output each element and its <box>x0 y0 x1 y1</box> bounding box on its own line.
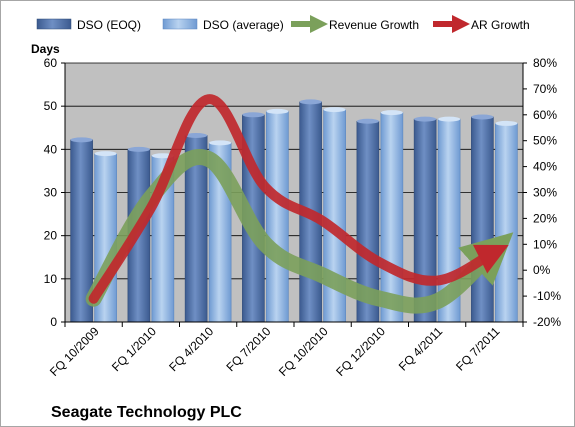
y-tick-label: 10 <box>44 272 58 286</box>
legend-swatch-dso-average <box>162 18 198 30</box>
x-tick-label: FQ 10/2010 <box>276 324 331 379</box>
y2-tick-label: 70% <box>533 82 557 96</box>
x-tick-label: FQ 12/2010 <box>333 324 388 379</box>
legend-item-revenue-growth[interactable]: Revenue Growth <box>291 15 419 33</box>
bar-dso-eoq <box>413 118 437 323</box>
y-tick-label: 60 <box>44 56 58 70</box>
legend-label-ar-growth: AR Growth <box>471 18 530 32</box>
bar-top-dso-eoq <box>185 133 208 139</box>
y2-tick-label: 60% <box>533 108 557 122</box>
bar-dso-eoq <box>471 116 494 323</box>
legend-label-dso-average: DSO (average) <box>203 18 284 32</box>
y2-tick-label: 0% <box>533 263 551 277</box>
bar-dso-average <box>380 112 404 323</box>
bar-top-dso-eoq <box>414 116 437 122</box>
bar-top-dso-eoq <box>127 146 150 152</box>
legend-item-ar-growth[interactable]: AR Growth <box>433 15 530 33</box>
x-tick-label: FQ 1/2010 <box>109 324 159 374</box>
bar-top-dso-average <box>94 151 117 157</box>
bar-top-dso-eoq <box>242 112 265 118</box>
y-axis-title: Days <box>31 42 60 56</box>
x-tick-label: FQ 4/2011 <box>396 324 446 374</box>
legend: DSO (EOQ) DSO (average) Revenue Growth A… <box>36 15 530 33</box>
y-tick-label: 40 <box>44 142 58 156</box>
legend-label-revenue-growth: Revenue Growth <box>329 18 419 32</box>
y-axis-left-ticks: 0 10 20 30 40 50 60 <box>44 56 65 329</box>
bar-top-dso-average <box>323 107 346 113</box>
y-tick-label: 30 <box>44 186 58 200</box>
line-ar-growth <box>88 94 509 304</box>
bar-top-dso-average <box>438 116 461 122</box>
x-axis-ticks: FQ 10/2009 FQ 1/2010 FQ 4/2010 FQ 7/2010 FQ … <box>47 322 524 379</box>
x-tick-label: FQ 7/2011 <box>453 324 503 374</box>
y-axis-right-ticks: -20% -10% 0% 10% 20% 30% 40% 50% 60% 70% 80% <box>523 56 561 329</box>
y2-tick-label: 80% <box>533 56 557 70</box>
y2-tick-label: 20% <box>533 211 557 225</box>
bar-top-dso-average <box>380 110 403 116</box>
bar-dso-average <box>266 111 289 323</box>
y2-tick-label: 30% <box>533 186 557 200</box>
x-tick-label: FQ 4/2010 <box>166 324 216 374</box>
y2-tick-label: 40% <box>533 160 557 174</box>
bar-top-dso-average <box>495 120 518 126</box>
growth-lines <box>85 94 514 314</box>
y2-tick-label: 50% <box>533 134 557 148</box>
y2-tick-label: -10% <box>533 289 561 303</box>
y-tick-label: 0 <box>50 315 57 329</box>
legend-label-dso-eoq: DSO (EOQ) <box>77 18 141 32</box>
chart-title: Seagate Technology PLC <box>51 404 242 421</box>
bar-top-dso-eoq <box>70 137 93 143</box>
bar-dso-average <box>495 123 518 323</box>
bar-top-dso-average <box>266 108 289 114</box>
bar-top-dso-average <box>209 140 232 146</box>
y-tick-label: 50 <box>44 99 58 113</box>
y2-tick-label: -20% <box>533 315 561 329</box>
legend-item-dso-eoq[interactable]: DSO (EOQ) <box>36 18 141 32</box>
x-tick-label: FQ 10/2009 <box>47 324 102 379</box>
y2-tick-label: 10% <box>533 237 557 251</box>
x-tick-label: FQ 7/2010 <box>224 324 274 374</box>
bar-top-dso-eoq <box>356 118 379 124</box>
y-tick-label: 20 <box>44 229 58 243</box>
legend-swatch-dso-eoq <box>36 18 72 30</box>
bar-top-dso-eoq <box>299 99 322 105</box>
bar-top-dso-eoq <box>471 114 494 120</box>
legend-item-dso-average[interactable]: DSO (average) <box>162 18 284 32</box>
